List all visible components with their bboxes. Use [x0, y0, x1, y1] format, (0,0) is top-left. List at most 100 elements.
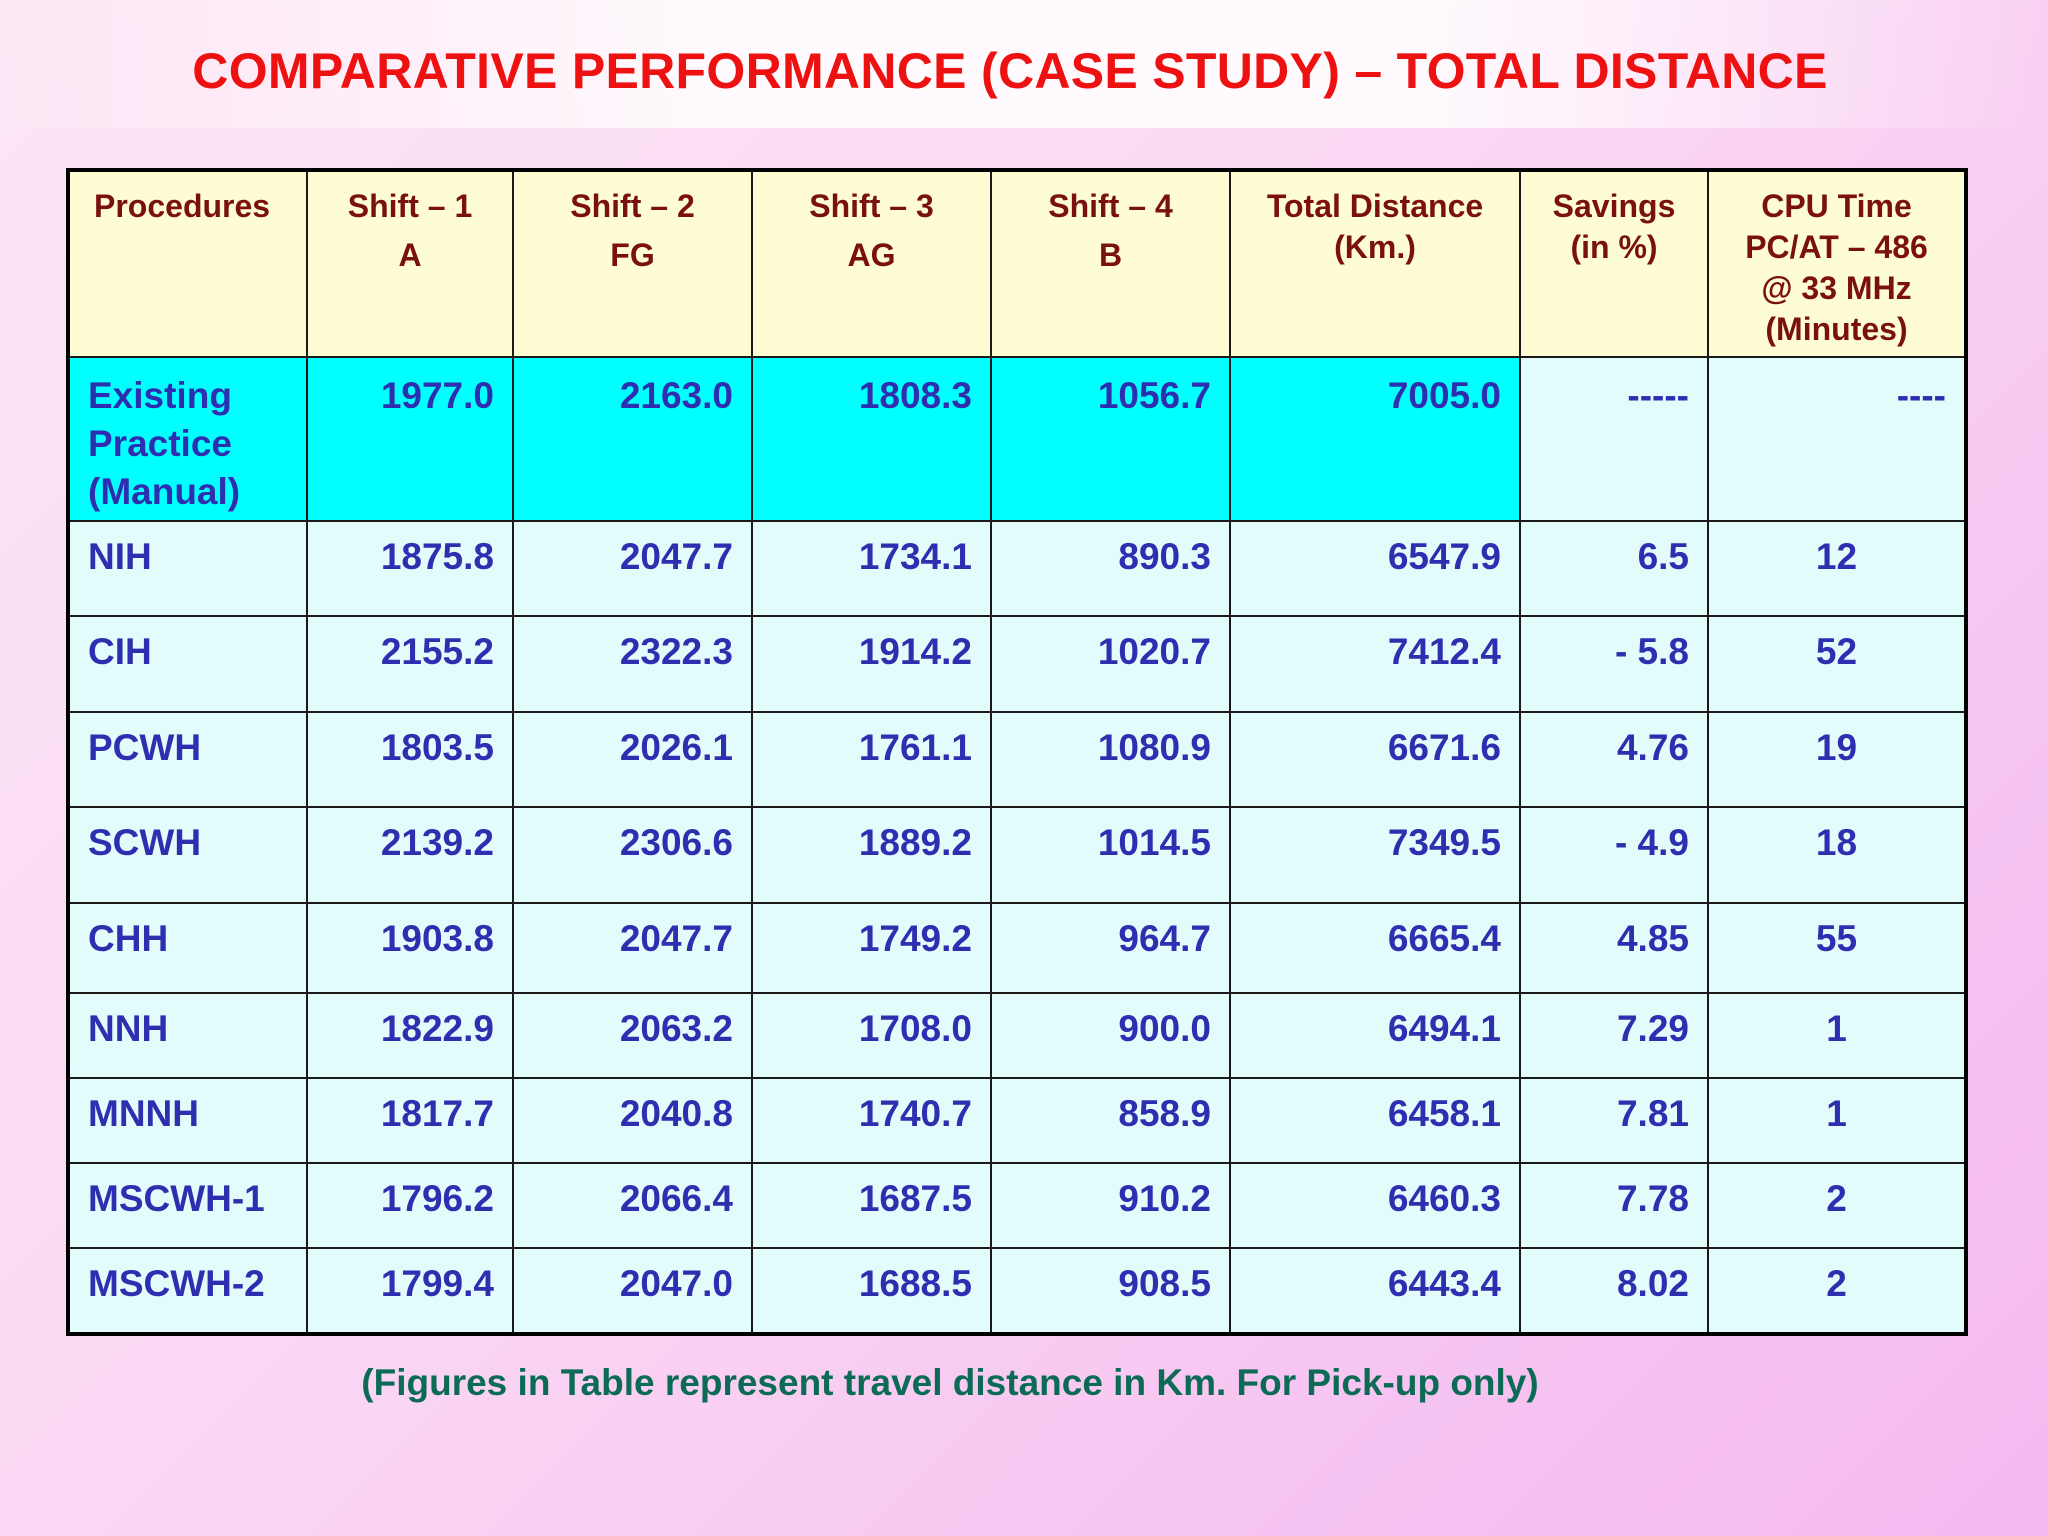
shift1-cell: 1803.5: [306, 711, 514, 808]
slide-title: COMPARATIVE PERFORMANCE (CASE STUDY) – T…: [192, 43, 1828, 99]
shift1-cell: 1799.4: [306, 1247, 514, 1335]
shift3-cell: 1914.2: [751, 615, 992, 713]
savings-cell: 7.29: [1519, 992, 1709, 1079]
shift4-cell: 1014.5: [990, 806, 1231, 904]
shift3-cell: 1740.7: [751, 1077, 992, 1164]
table-row: SCWH 2139.2 2306.6 1889.2 1014.5 7349.5 …: [67, 806, 1967, 904]
procedure-cell: PCWH: [67, 711, 308, 808]
table-row: NNH 1822.9 2063.2 1708.0 900.0 6494.1 7.…: [67, 992, 1967, 1079]
total-cell: 6458.1: [1229, 1077, 1521, 1164]
shift1-cell: 1817.7: [306, 1077, 514, 1164]
shift1-cell: 1977.0: [306, 356, 514, 522]
procedure-cell: MNNH: [67, 1077, 308, 1164]
header-total-distance: Total Distance (Km.): [1229, 169, 1521, 358]
header-shift-3: Shift – 3 AG: [751, 169, 992, 358]
shift1-cell: 1903.8: [306, 902, 514, 994]
shift2-cell: 2047.7: [512, 520, 753, 617]
savings-cell: 6.5: [1519, 520, 1709, 617]
shift1-cell: 2155.2: [306, 615, 514, 713]
shift2-cell: 2066.4: [512, 1162, 753, 1249]
shift2-cell: 2047.7: [512, 902, 753, 994]
shift3-cell: 1749.2: [751, 902, 992, 994]
shift4-cell: 858.9: [990, 1077, 1231, 1164]
procedure-cell: MSCWH-2: [67, 1247, 308, 1335]
savings-cell: -----: [1519, 356, 1709, 522]
header-procedures: Procedures: [67, 169, 308, 358]
total-cell: 6547.9: [1229, 520, 1521, 617]
shift1-cell: 1796.2: [306, 1162, 514, 1249]
shift2-cell: 2026.1: [512, 711, 753, 808]
shift3-cell: 1687.5: [751, 1162, 992, 1249]
savings-cell: - 5.8: [1519, 615, 1709, 713]
shift4-cell: 1056.7: [990, 356, 1231, 522]
shift3-cell: 1761.1: [751, 711, 992, 808]
shift4-cell: 890.3: [990, 520, 1231, 617]
shift4-cell: 1080.9: [990, 711, 1231, 808]
cpu-cell: 2: [1707, 1247, 1967, 1335]
savings-cell: 4.76: [1519, 711, 1709, 808]
total-cell: 7349.5: [1229, 806, 1521, 904]
table-row: MNNH 1817.7 2040.8 1740.7 858.9 6458.1 7…: [67, 1077, 1967, 1164]
procedure-cell: NNH: [67, 992, 308, 1079]
savings-cell: 7.78: [1519, 1162, 1709, 1249]
shift4-cell: 900.0: [990, 992, 1231, 1079]
cpu-cell: 2: [1707, 1162, 1967, 1249]
cpu-cell: 52: [1707, 615, 1967, 713]
shift3-cell: 1734.1: [751, 520, 992, 617]
table-row: MSCWH-2 1799.4 2047.0 1688.5 908.5 6443.…: [67, 1247, 1967, 1335]
cpu-cell: 19: [1707, 711, 1967, 808]
shift1-cell: 2139.2: [306, 806, 514, 904]
total-cell: 6460.3: [1229, 1162, 1521, 1249]
shift3-cell: 1889.2: [751, 806, 992, 904]
header-shift-2: Shift – 2 FG: [512, 169, 753, 358]
shift2-cell: 2063.2: [512, 992, 753, 1079]
procedure-cell: CIH: [67, 615, 308, 713]
table-row-existing-practice: Existing Practice (Manual) 1977.0 2163.0 1…: [67, 356, 1967, 522]
procedure-cell: Existing Practice (Manual): [67, 356, 308, 522]
total-cell: 6671.6: [1229, 711, 1521, 808]
header-savings: Savings (in %): [1519, 169, 1709, 358]
table-row: NIH 1875.8 2047.7 1734.1 890.3 6547.9 6.…: [67, 520, 1967, 617]
shift2-cell: 2047.0: [512, 1247, 753, 1335]
table-row: CIH 2155.2 2322.3 1914.2 1020.7 7412.4 -…: [67, 615, 1967, 713]
total-cell: 7412.4: [1229, 615, 1521, 713]
header-cpu-time: CPU Time PC/AT – 486 @ 33 MHz (Minutes): [1707, 169, 1967, 358]
total-cell: 6494.1: [1229, 992, 1521, 1079]
shift4-cell: 1020.7: [990, 615, 1231, 713]
shift1-cell: 1822.9: [306, 992, 514, 1079]
procedure-cell: CHH: [67, 902, 308, 994]
cpu-cell: 55: [1707, 902, 1967, 994]
savings-cell: - 4.9: [1519, 806, 1709, 904]
shift1-cell: 1875.8: [306, 520, 514, 617]
shift2-cell: 2322.3: [512, 615, 753, 713]
shift2-cell: 2040.8: [512, 1077, 753, 1164]
cpu-cell: 18: [1707, 806, 1967, 904]
total-cell: 7005.0: [1229, 356, 1521, 522]
shift3-cell: 1808.3: [751, 356, 992, 522]
shift4-cell: 964.7: [990, 902, 1231, 994]
cpu-cell: ----: [1707, 356, 1967, 522]
shift2-cell: 2163.0: [512, 356, 753, 522]
title-band: [0, 0, 2048, 128]
total-cell: 6665.4: [1229, 902, 1521, 994]
cpu-cell: 12: [1707, 520, 1967, 617]
procedure-cell: NIH: [67, 520, 308, 617]
table-footnote: (Figures in Table represent travel dista…: [361, 1362, 1539, 1403]
shift4-cell: 910.2: [990, 1162, 1231, 1249]
total-cell: 6443.4: [1229, 1247, 1521, 1335]
savings-cell: 7.81: [1519, 1077, 1709, 1164]
cpu-cell: 1: [1707, 992, 1967, 1079]
procedure-cell: MSCWH-1: [67, 1162, 308, 1249]
procedure-cell: SCWH: [67, 806, 308, 904]
savings-cell: 8.02: [1519, 1247, 1709, 1335]
savings-cell: 4.85: [1519, 902, 1709, 994]
table-row: MSCWH-1 1796.2 2066.4 1687.5 910.2 6460.…: [67, 1162, 1967, 1249]
shift3-cell: 1688.5: [751, 1247, 992, 1335]
cpu-cell: 1: [1707, 1077, 1967, 1164]
shift4-cell: 908.5: [990, 1247, 1231, 1335]
shift3-cell: 1708.0: [751, 992, 992, 1079]
